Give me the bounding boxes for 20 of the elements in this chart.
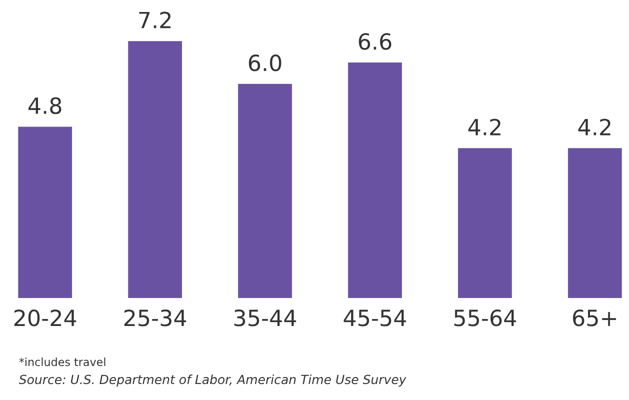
data-label: 4.2 [578, 118, 610, 136]
data-label: 4.2 [468, 118, 500, 136]
x-tick-label: 65+ [573, 310, 616, 326]
x-tick-label: 35-44 [234, 310, 296, 326]
x-tick-label: 55-64 [454, 310, 516, 326]
bar [18, 126, 72, 298]
source-note: Source: U.S. Department of Labor, American Time Use Survey [18, 374, 406, 387]
x-tick-label: 25-34 [124, 310, 186, 326]
bar [458, 148, 512, 298]
data-label: 7.2 [139, 12, 170, 28]
x-tick-label: 20-24 [14, 310, 76, 326]
data-label: 6.0 [248, 54, 282, 72]
bar [128, 41, 182, 298]
bar [238, 84, 292, 298]
data-label: 6.6 [358, 33, 392, 50]
text: *includes travel [19, 358, 106, 366]
bar [568, 148, 622, 298]
x-tick-label: 45-54 [344, 310, 406, 326]
data-label: 4.8 [28, 97, 62, 114]
bar [348, 62, 402, 298]
